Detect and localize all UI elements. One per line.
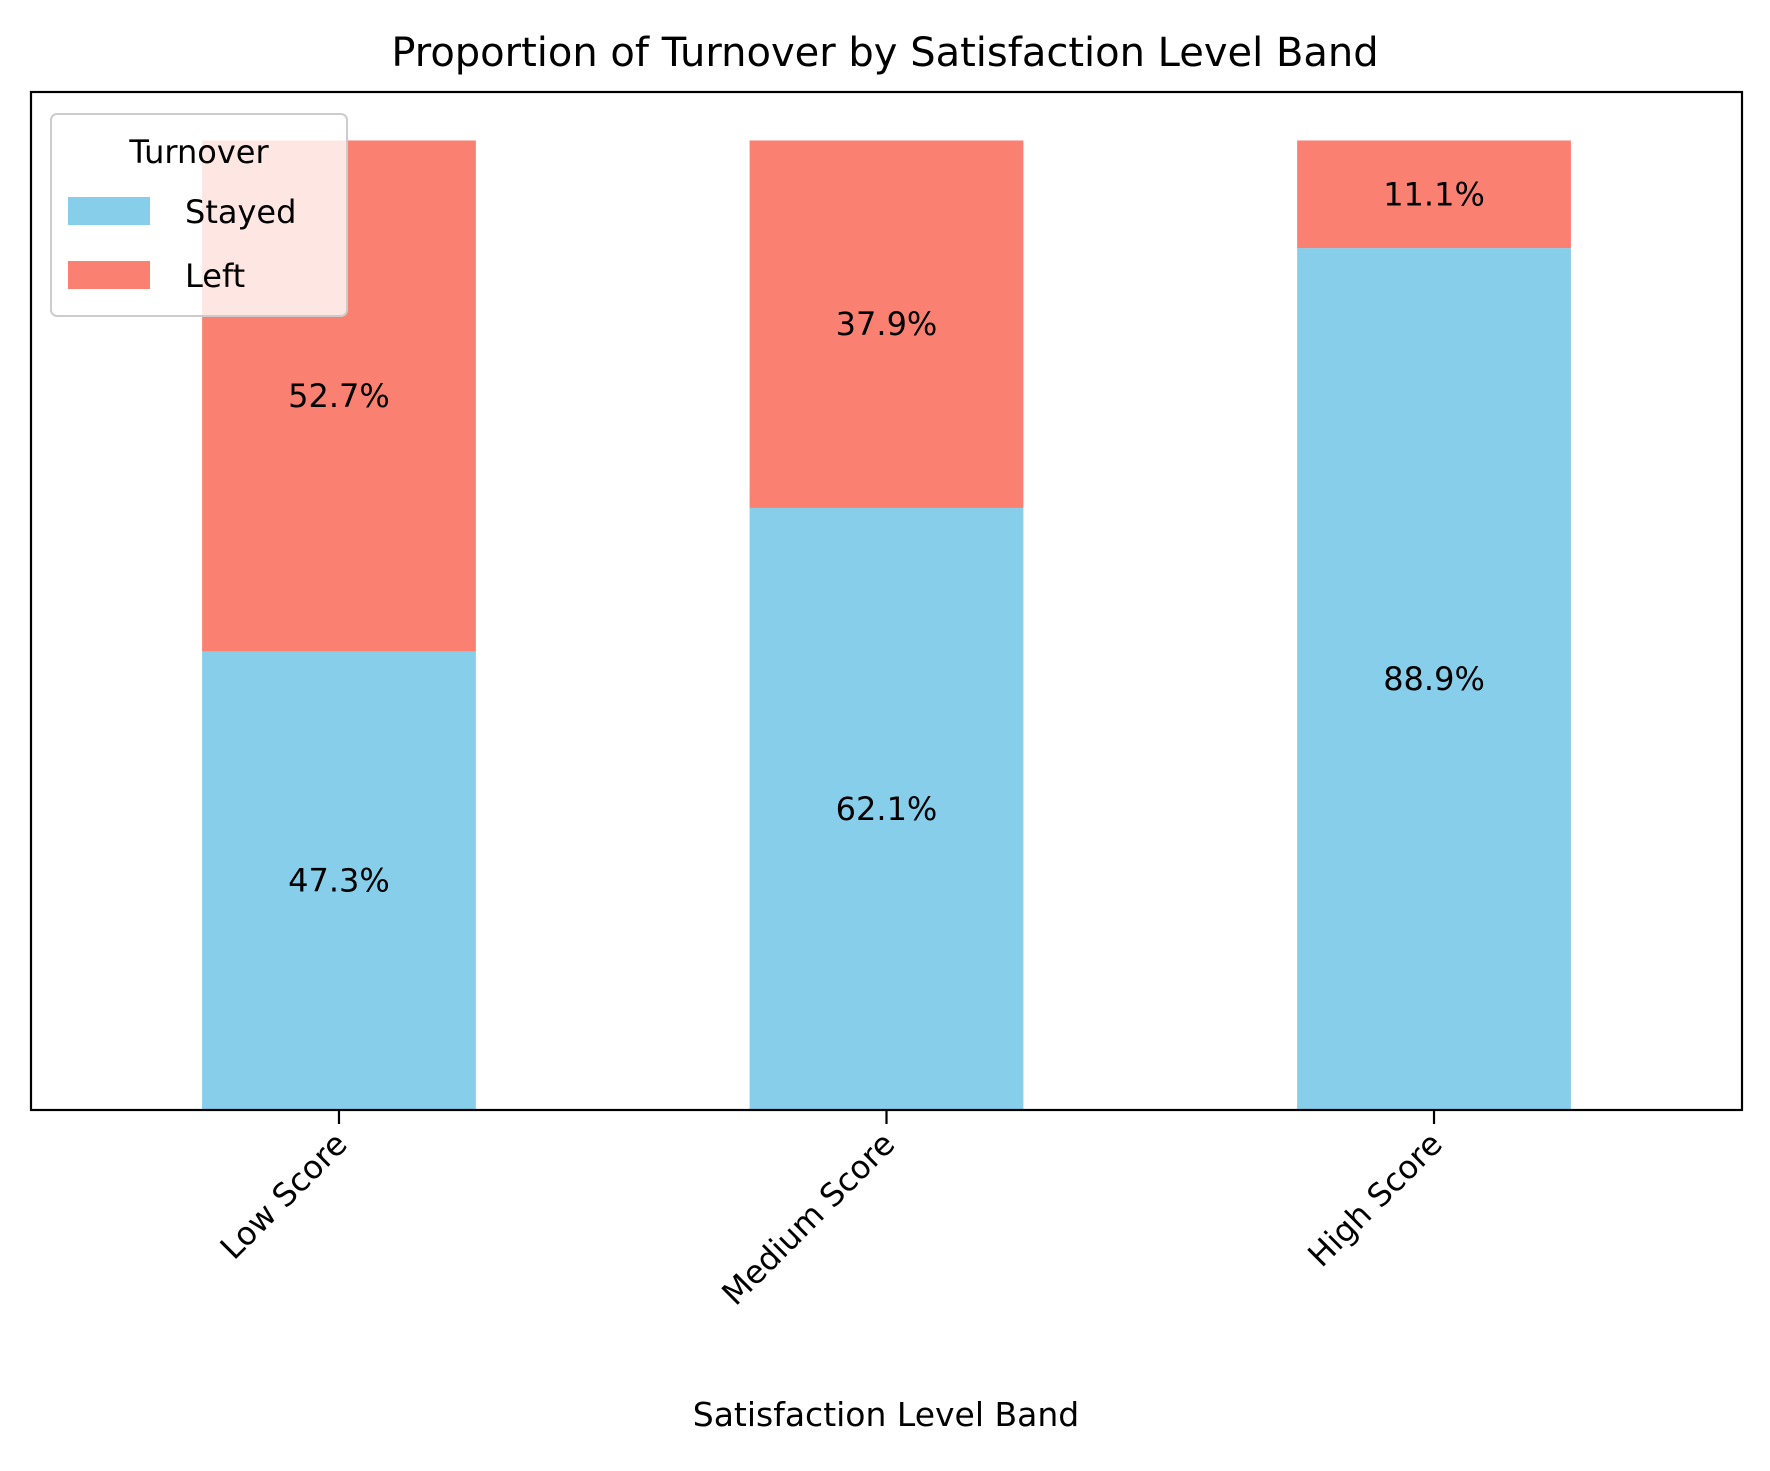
legend-title: Turnover	[128, 133, 269, 171]
x-axis-ticks: Low Score Medium Score High Score	[213, 1110, 1450, 1313]
bar-stayed-medium-score	[749, 507, 1024, 1110]
x-tick-label: Low Score	[213, 1125, 355, 1267]
data-label: 52.7%	[288, 377, 390, 415]
bar-left-high-score	[1297, 140, 1571, 249]
data-label: 37.9%	[836, 305, 938, 343]
bar-left-medium-score	[749, 140, 1024, 508]
legend: Turnover Stayed Left	[50, 113, 348, 317]
legend-items: Stayed Left	[68, 193, 296, 295]
data-label: 47.3%	[288, 862, 390, 900]
x-tick-label: Medium Score	[714, 1125, 902, 1313]
x-tick-label: High Score	[1300, 1125, 1449, 1274]
legend-swatch-stayed	[68, 197, 150, 225]
data-label: 11.1%	[1383, 175, 1485, 213]
data-label: 62.1%	[836, 790, 938, 828]
bar-stayed-low-score	[202, 651, 476, 1110]
legend-label-stayed: Stayed	[185, 193, 296, 231]
x-axis-label: Satisfaction Level Band	[693, 1395, 1079, 1434]
bar-stayed-high-score	[1297, 248, 1571, 1111]
legend-label-left: Left	[185, 257, 245, 295]
legend-swatch-left	[68, 261, 150, 289]
bars-layer	[202, 140, 1571, 1111]
data-label: 88.9%	[1383, 660, 1485, 698]
chart-title: Proportion of Turnover by Satisfaction L…	[391, 30, 1378, 76]
data-labels-layer: 47.3% 52.7% 62.1% 37.9% 88.9% 11.1%	[288, 175, 1485, 899]
